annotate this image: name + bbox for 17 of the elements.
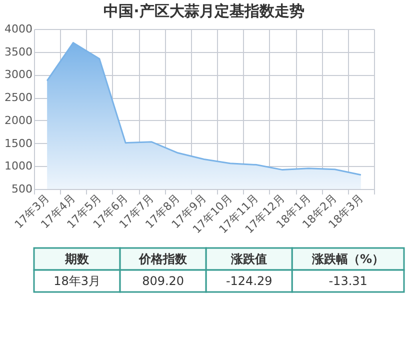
text: 期数 (64, 252, 90, 266)
text: -124.29 (226, 274, 272, 288)
y-tick-label: 1500 (4, 136, 32, 150)
text: 价格指数 (138, 252, 188, 266)
y-tick-label: 3500 (4, 45, 32, 58)
y-tick-label: 3000 (4, 68, 32, 82)
text: 18年3月 (54, 274, 100, 288)
text: -13.31 (328, 274, 368, 288)
text: 涨跌幅（%） (311, 252, 384, 266)
y-tick-label: 4000 (4, 22, 32, 36)
text: 涨跌值 (230, 252, 268, 266)
chart-title: 中国·产区大蒜月定基指数走势 (104, 2, 304, 20)
y-tick-label: 500 (12, 182, 32, 196)
text: 809.20 (142, 274, 184, 288)
y-tick-label: 2000 (4, 114, 32, 127)
y-tick-label: 1000 (4, 160, 32, 173)
y-tick-label: 2500 (4, 91, 32, 104)
